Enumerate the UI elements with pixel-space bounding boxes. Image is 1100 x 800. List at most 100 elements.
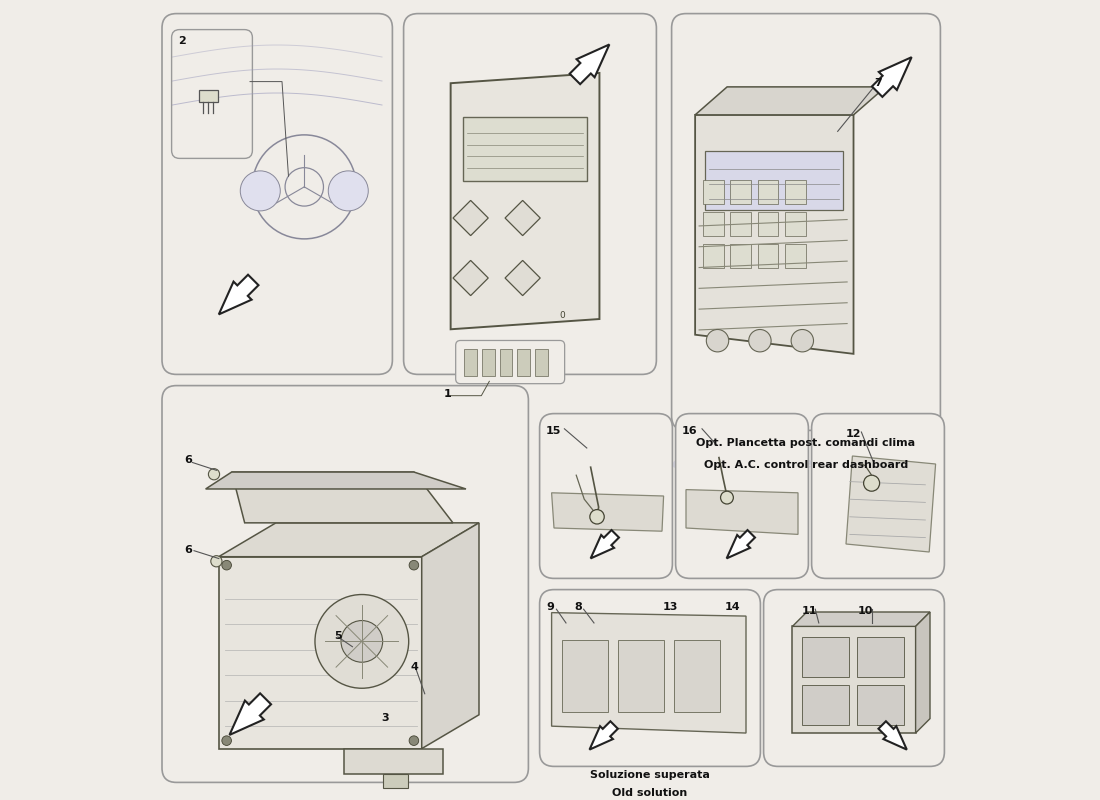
Polygon shape	[219, 274, 258, 314]
FancyBboxPatch shape	[812, 414, 945, 578]
Bar	[784, 212, 805, 236]
Polygon shape	[695, 115, 854, 354]
Text: 10: 10	[858, 606, 873, 616]
Circle shape	[240, 171, 280, 211]
Circle shape	[208, 469, 220, 480]
Text: eurospares: eurospares	[738, 185, 826, 199]
Text: eurospares: eurospares	[306, 513, 394, 527]
Bar	[562, 640, 608, 712]
Text: 14: 14	[725, 602, 740, 612]
Bar	[383, 774, 408, 789]
Circle shape	[590, 510, 604, 524]
Text: eurospares: eurospares	[258, 185, 345, 199]
Circle shape	[222, 736, 231, 746]
Text: eurospares: eurospares	[506, 185, 594, 199]
Polygon shape	[792, 612, 930, 626]
FancyBboxPatch shape	[763, 590, 945, 766]
Circle shape	[328, 171, 369, 211]
Bar	[857, 685, 904, 725]
Text: 15: 15	[546, 426, 561, 435]
Bar	[703, 212, 724, 236]
Bar	[730, 244, 751, 268]
Text: 1: 1	[443, 390, 451, 399]
Bar	[792, 626, 915, 733]
Bar	[464, 350, 477, 377]
Bar	[499, 350, 513, 377]
Polygon shape	[421, 523, 478, 749]
Bar	[482, 350, 495, 377]
FancyBboxPatch shape	[172, 30, 252, 158]
Text: 16: 16	[682, 426, 697, 435]
Polygon shape	[695, 87, 886, 115]
Bar	[802, 685, 849, 725]
FancyBboxPatch shape	[404, 14, 657, 374]
Text: 6: 6	[185, 454, 192, 465]
Bar	[705, 150, 843, 210]
Bar	[535, 350, 548, 377]
Circle shape	[409, 736, 419, 746]
Circle shape	[749, 330, 771, 352]
Text: 0: 0	[560, 310, 565, 320]
Polygon shape	[230, 694, 271, 735]
Polygon shape	[590, 722, 618, 750]
Bar	[343, 749, 442, 774]
FancyBboxPatch shape	[675, 414, 808, 578]
FancyBboxPatch shape	[162, 386, 528, 782]
Circle shape	[222, 560, 231, 570]
Circle shape	[791, 330, 814, 352]
Bar	[463, 117, 587, 181]
FancyBboxPatch shape	[455, 341, 564, 384]
Bar	[758, 244, 779, 268]
Polygon shape	[219, 557, 421, 749]
Text: Opt. Plancetta post. comandi clima: Opt. Plancetta post. comandi clima	[696, 438, 915, 447]
Bar	[618, 640, 664, 712]
Circle shape	[864, 475, 880, 491]
Polygon shape	[872, 57, 912, 97]
Bar	[784, 244, 805, 268]
Bar	[730, 212, 751, 236]
Polygon shape	[879, 722, 906, 750]
Bar	[674, 640, 720, 712]
Polygon shape	[915, 612, 930, 733]
Bar	[857, 637, 904, 677]
Circle shape	[706, 330, 728, 352]
Text: 4: 4	[410, 662, 418, 672]
Bar	[199, 90, 218, 102]
Bar	[758, 212, 779, 236]
Polygon shape	[453, 201, 488, 236]
Bar	[703, 244, 724, 268]
Text: eurospares: eurospares	[602, 457, 690, 471]
FancyBboxPatch shape	[540, 590, 760, 766]
Polygon shape	[451, 73, 600, 330]
Circle shape	[409, 560, 419, 570]
Text: Opt. A.C. control rear dashboard: Opt. A.C. control rear dashboard	[704, 460, 909, 470]
Circle shape	[341, 621, 383, 662]
Text: 7: 7	[874, 78, 882, 88]
Bar	[758, 180, 779, 204]
Polygon shape	[551, 493, 663, 531]
Polygon shape	[219, 523, 478, 557]
Text: 8: 8	[574, 602, 582, 612]
Polygon shape	[686, 490, 798, 534]
Polygon shape	[206, 472, 466, 489]
Text: Soluzione superata: Soluzione superata	[590, 770, 710, 781]
Circle shape	[720, 491, 734, 504]
FancyBboxPatch shape	[540, 414, 672, 578]
Polygon shape	[551, 613, 746, 733]
FancyBboxPatch shape	[162, 14, 393, 374]
Polygon shape	[570, 45, 609, 84]
Polygon shape	[591, 530, 619, 558]
Polygon shape	[505, 201, 540, 236]
Bar	[802, 637, 849, 677]
Text: 9: 9	[546, 602, 554, 612]
Bar	[730, 180, 751, 204]
Text: 2: 2	[178, 36, 186, 46]
Text: 3: 3	[382, 714, 389, 723]
Bar	[703, 180, 724, 204]
Polygon shape	[232, 472, 453, 523]
Text: 12: 12	[846, 429, 861, 438]
Circle shape	[211, 556, 222, 567]
FancyBboxPatch shape	[672, 14, 940, 430]
Circle shape	[315, 594, 409, 688]
Polygon shape	[453, 261, 488, 296]
